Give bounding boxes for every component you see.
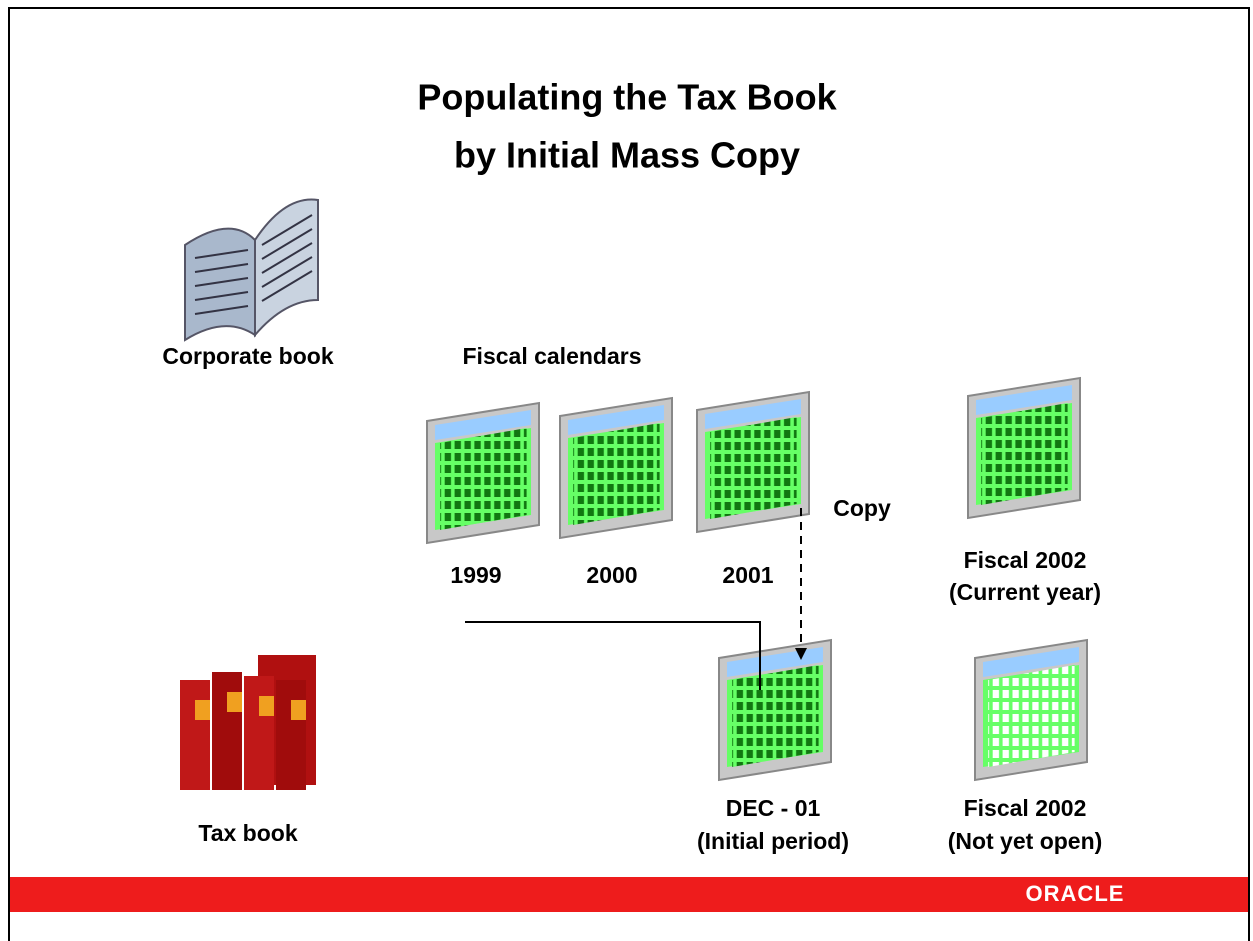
slide: Populating the Tax Book by Initial Mass …	[0, 0, 1253, 941]
title-line: Populating the Tax Book	[417, 77, 837, 118]
initial-period-label: (Initial period)	[697, 828, 849, 854]
calendar-icon	[697, 392, 809, 532]
tax-book-label: Tax book	[198, 820, 297, 846]
brand: ORACLE	[1026, 881, 1125, 906]
fiscal-calendars-label: Fiscal calendars	[463, 343, 642, 369]
year-label: 2000	[586, 562, 637, 588]
corporate-book-label: Corporate book	[162, 343, 333, 369]
copy-label: Copy	[833, 495, 891, 521]
calendar-icon	[968, 378, 1080, 518]
calendar-icon	[719, 640, 831, 780]
calendar-icon	[975, 640, 1087, 780]
connector	[465, 622, 760, 690]
initial-period-label: DEC - 01	[726, 795, 821, 821]
calendar-icon	[427, 403, 539, 543]
current-year-label: (Current year)	[949, 579, 1101, 605]
not-yet-open-label: Fiscal 2002	[964, 795, 1087, 821]
calendar-icon	[560, 398, 672, 538]
year-label: 1999	[450, 562, 501, 588]
not-yet-open-label: (Not yet open)	[948, 828, 1103, 854]
year-label: 2001	[722, 562, 773, 588]
corporate-book-icon	[185, 200, 318, 341]
tax-book-icon	[180, 655, 316, 790]
title-line: by Initial Mass Copy	[454, 135, 800, 176]
current-year-label: Fiscal 2002	[964, 547, 1087, 573]
page: {"title": ["Populating the Tax Book", "b…	[0, 0, 1253, 941]
